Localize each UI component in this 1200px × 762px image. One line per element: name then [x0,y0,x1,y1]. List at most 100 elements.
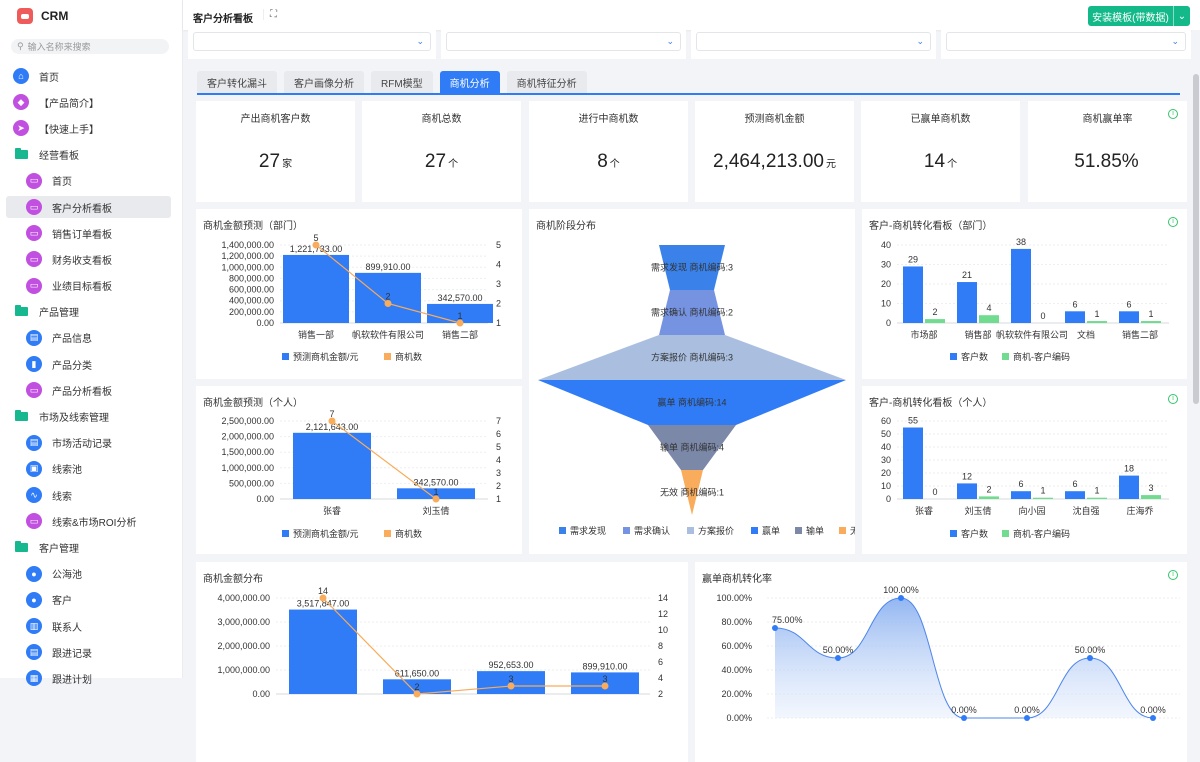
tab-opportunity-features[interactable]: 商机特征分析 [506,71,587,93]
filter-select-4[interactable]: ⌄ [946,32,1186,51]
scrollbar-thumb[interactable] [1193,74,1199,404]
sidebar-item[interactable]: ➤ 【快速上手】 [0,115,183,141]
data-point [1150,715,1156,721]
kpi-value-row: 51.85% [1028,151,1187,173]
sidebar-item[interactable]: 产品管理 [0,299,183,325]
bar [957,483,977,499]
sidebar-item[interactable]: ▣ 线索池 [0,456,183,482]
sidebar-item[interactable]: ▤ 市场活动记录 [0,430,183,456]
bar [293,432,371,499]
data-point [1087,655,1093,661]
legend-label: 商机数 [395,528,422,539]
y-tick-label: 40 [881,442,891,452]
funnel-label: 输单 商机编码:4 [660,442,724,453]
kpi-value-row: 27 家 [196,151,355,173]
legend-label: 商机-客户编码 [1013,528,1070,539]
kpi-title: 商机赢单率 [1082,114,1133,125]
sidebar-item[interactable]: ◆ 【产品简介】 [0,89,183,115]
x-category-label: 沈自强 [1072,505,1099,516]
chevron-down-icon: ⌄ [416,36,424,46]
x-category-label: 帆软软件有限公司 [352,329,424,340]
sidebar-item[interactable]: ▤ 产品信息 [0,325,183,351]
info-icon[interactable]: i [1168,570,1178,580]
y-tick-label: 600,000.00 [229,285,274,295]
route-icon: ∿ [26,487,42,504]
sidebar-item[interactable]: ▭ 销售订单看板 [0,220,183,246]
sidebar-item-label: 首页 [52,177,72,189]
y2-tick-label: 4 [496,260,501,270]
kpi-unit: 个 [947,159,958,170]
sidebar-item[interactable]: ▭ 客户分析看板 [0,194,183,220]
tab-customer-funnel[interactable]: 客户转化漏斗 [197,71,277,93]
sidebar-search-input[interactable]: ⚲ 输入名称来搜索 [11,39,169,54]
y2-tick-label: 2 [658,689,663,699]
tab-customer-profile[interactable]: 客户画像分析 [284,71,364,93]
chart-title: 商机金额分布 [203,574,263,585]
sidebar-item[interactable]: ● 客户 [0,587,183,613]
data-point [772,625,778,631]
sidebar-item[interactable]: ▭ 首页 [0,168,183,194]
y-tick-label: 1,000,000.00 [221,262,274,272]
legend-swatch [839,527,846,534]
sidebar-item[interactable]: ∿ 线索 [0,482,183,508]
sidebar-item-label: 首页 [39,72,59,84]
install-template-button[interactable]: 安装模板(带数据) ⌄ [1088,6,1190,26]
chart-card-stage-funnel: 商机阶段分布 需求发现 商机编码:3 需求确认 商机编码:2 方案报价 商机编码:3… [529,209,855,554]
sidebar-item[interactable]: ▮ 产品分类 [0,351,183,377]
folder-icon [15,410,28,422]
sidebar-item-label: 【快速上手】 [39,124,99,136]
app-logo[interactable]: CRM [17,8,68,24]
y-tick-label: 2,000,000.00 [221,432,274,442]
sidebar-item[interactable]: ▭ 线索&市场ROI分析 [0,508,183,534]
info-icon[interactable]: i [1168,217,1178,227]
fullscreen-icon[interactable]: ⛶ [263,9,277,20]
point-value-label: 75.00% [772,615,803,625]
sidebar-item[interactable]: 经营看板 [0,142,183,168]
main-scrollbar[interactable] [1192,30,1200,678]
bar [1141,321,1161,323]
y-tick-label: 60 [881,416,891,426]
line-value-label: 1 [433,487,438,497]
chart-title: 商机阶段分布 [536,221,596,232]
sidebar-item[interactable]: 市场及线索管理 [0,403,183,429]
line-value-label: 2 [414,682,419,692]
kpi-value-row: 27 个 [362,151,521,173]
y2-tick-label: 3 [496,279,501,289]
y-tick-label: 20.00% [721,689,752,699]
y2-tick-label: 14 [658,593,668,603]
sidebar-item[interactable]: ▭ 财务收支看板 [0,246,183,272]
kpi-card: 商机总数 27 个 [362,101,521,202]
sidebar-item[interactable]: ▭ 产品分析看板 [0,377,183,403]
filter-select-3[interactable]: ⌄ [696,32,931,51]
legend-label: 客户数 [961,351,988,362]
filter-select-2[interactable]: ⌄ [446,32,681,51]
chart-card-customer-dept: 客户-商机转化看板（部门） i 0 10 20 30 40 29 2 市场部 21 4 销售部 38 0… [862,209,1187,379]
line-point [456,319,464,327]
line-value-label: 1 [457,311,462,321]
info-icon[interactable]: i [1168,109,1178,119]
line-point [328,417,336,425]
sidebar-item[interactable]: ⌂ 首页 [0,63,183,89]
sidebar-item[interactable]: ▭ 业绩目标看板 [0,273,183,299]
sidebar-item-label: 跟进记录 [52,648,92,660]
bar-value-label: 4 [986,303,991,313]
y-tick-label: 0.00 [256,318,274,328]
install-dropdown-chevron-icon[interactable]: ⌄ [1173,6,1190,26]
bar-value-label: 611,650.00 [395,668,439,678]
tab-rfm[interactable]: RFM模型 [371,71,433,93]
chart-title: 赢单商机转化率 [702,574,772,585]
plan-icon: ▦ [26,670,42,687]
sidebar-item[interactable]: 客户管理 [0,534,183,560]
tab-opportunity-analysis[interactable]: 商机分析 [439,71,500,93]
kpi-card: 已赢单商机数 14 个 [861,101,1020,202]
legend-swatch [282,530,289,537]
line-point [432,495,440,503]
filter-select-1[interactable]: ⌄ [193,32,431,51]
info-icon[interactable]: i [1168,394,1178,404]
sidebar-item[interactable]: ▤ 跟进记录 [0,639,183,665]
point-value-label: 0.00% [951,705,977,715]
sidebar-item[interactable]: ▥ 联系人 [0,613,183,639]
sidebar-item[interactable]: ● 公海池 [0,561,183,587]
sidebar-item[interactable]: ▦ 跟进计划 [0,665,183,691]
